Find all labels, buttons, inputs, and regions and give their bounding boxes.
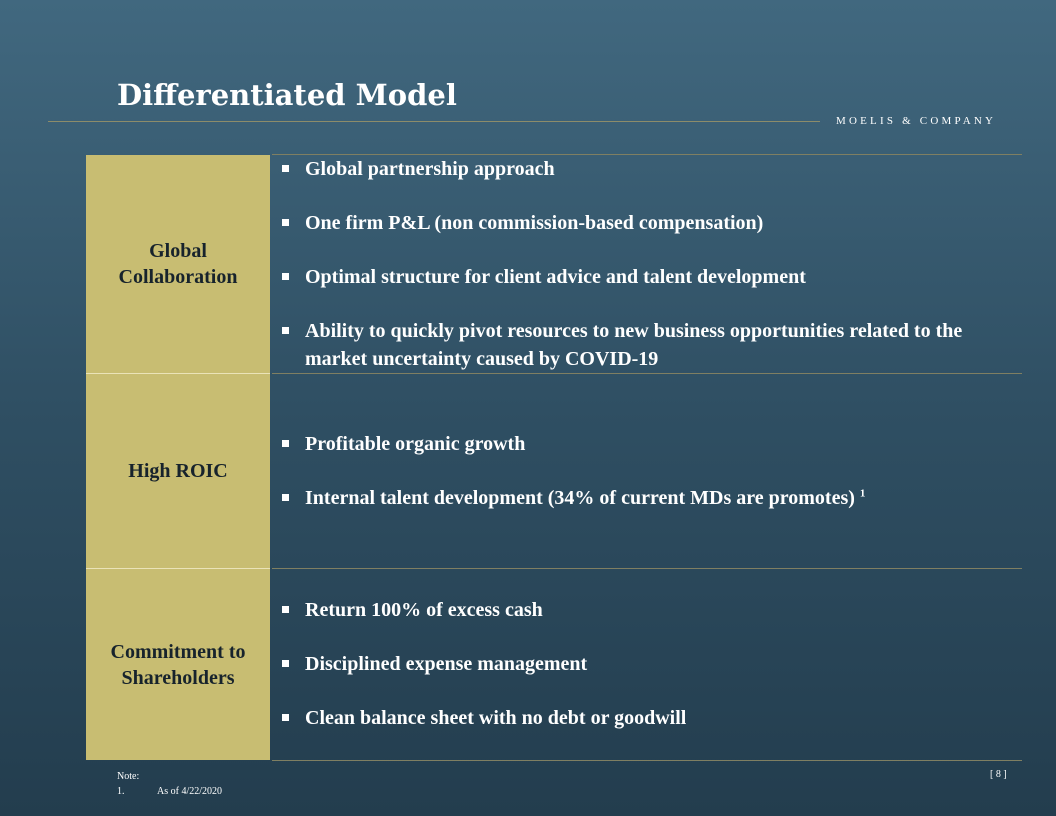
square-bullet-icon [282,660,289,667]
bullet-item: Disciplined expense management [282,650,1017,678]
label-divider-2 [86,568,270,569]
square-bullet-icon [282,494,289,501]
bullet-item: Clean balance sheet with no debt or good… [282,704,1017,732]
row-rule-2 [272,568,1022,569]
row-label-global-collaboration: Global Collaboration [118,240,238,288]
bullet-text: Ability to quickly pivot resources to ne… [305,320,963,370]
page-number: [ 8 ] [990,769,1007,780]
footnotes: Note: 1. As of 4/22/2020 [117,769,222,799]
bullet-text: One firm P&L (non commission-based compe… [305,212,764,234]
row-rule-1 [272,373,1022,374]
note-number: 1. [117,786,125,797]
bullet-text: Clean balance sheet with no debt or good… [305,707,687,729]
square-bullet-icon [282,273,289,280]
bullet-text: Optimal structure for client advice and … [305,266,806,288]
square-bullet-icon [282,606,289,613]
note-item: 1. As of 4/22/2020 [117,784,222,799]
bullet-text: Return 100% of excess cash [305,599,543,621]
bullet-text: Internal talent development (34% of curr… [305,487,855,509]
square-bullet-icon [282,714,289,721]
brand-logo: MOELIS & COMPANY [836,115,997,127]
bullet-item: Profitable organic growth [282,430,1017,458]
bullet-item: Internal talent development (34% of curr… [282,484,1017,512]
bullet-item: Return 100% of excess cash [282,596,1017,624]
title-underline [48,121,820,122]
bullet-text: Profitable organic growth [305,433,526,455]
bullet-item: Optimal structure for client advice and … [282,263,1017,291]
square-bullet-icon [282,165,289,172]
bullet-list-global-collaboration: Global partnership approach One firm P&L… [282,155,1017,373]
row-label-commitment-to-shareholders: Commitment to Shareholders [110,640,246,689]
bullet-list-high-roic: Profitable organic growth Internal talen… [282,430,1017,512]
square-bullet-icon [282,219,289,226]
row-rule-top [272,154,1022,155]
row-rule-bottom [272,760,1022,761]
footnote-reference: 1 [859,487,866,500]
bullet-item: Ability to quickly pivot resources to ne… [282,317,1017,373]
note-heading: Note: [117,771,140,782]
row-label-column: Global Collaboration High ROIC Commitmen… [86,155,270,760]
bullet-list-commitment-to-shareholders: Return 100% of excess cash Disciplined e… [282,596,1017,732]
note-text: As of 4/22/2020 [157,786,222,797]
bullet-text: Global partnership approach [305,158,555,180]
label-divider-1 [86,373,270,374]
slide-title: Differentiated Model [117,78,457,112]
square-bullet-icon [282,327,289,334]
bullet-item: Global partnership approach [282,155,1017,183]
row-label-high-roic: High ROIC [128,460,228,482]
bullet-text: Disciplined expense management [305,653,588,675]
bullet-item: One firm P&L (non commission-based compe… [282,209,1017,237]
square-bullet-icon [282,440,289,447]
